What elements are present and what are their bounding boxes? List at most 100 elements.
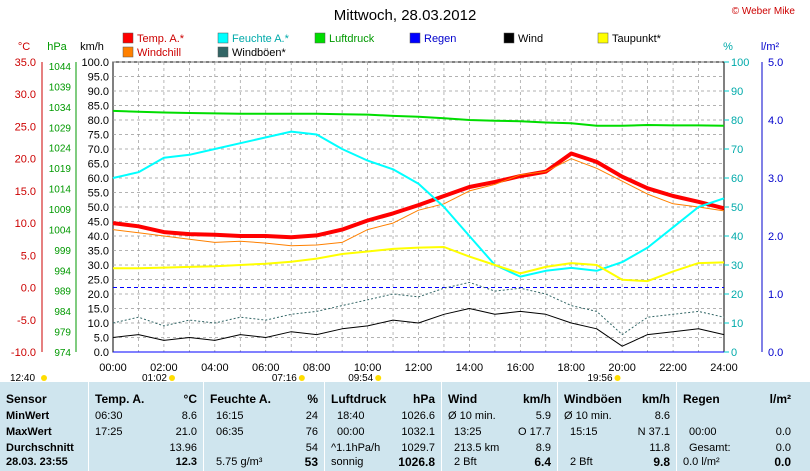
x-tick-label: 14:00 [456, 362, 484, 374]
series-line [112, 151, 725, 240]
axis-unit-unit_wind: km/h [80, 41, 104, 53]
stats-temp-avg: 13.96 [169, 442, 197, 454]
stats-rain-total-label: Gesamt: [689, 442, 731, 454]
stats-gust-max: N 37.1 [637, 426, 670, 438]
stats-hum-head: Feuchte A. [210, 392, 271, 406]
sun-marker-icon [298, 375, 305, 381]
sun-marker-icon [375, 375, 382, 381]
stats-col-pressure: Luftdruck hPa 18:40 1026.6 00:00 1032.1 ^1.… [325, 382, 441, 471]
stats-temp-current: 12.3 [175, 456, 197, 468]
x-tick-label: 20:00 [608, 362, 636, 374]
copyright-label: © Weber Mike [732, 6, 796, 17]
x-tick-label: 10:00 [354, 362, 382, 374]
pressure-tick-label: 989 [54, 287, 71, 298]
humidity-tick-label: 80 [731, 115, 743, 127]
rain-tick-label: 2.0 [768, 231, 783, 243]
wind-tick-label: 80.0 [88, 115, 109, 127]
pressure-tick-label: 999 [54, 246, 71, 257]
sun-time-label: 19:56 [587, 373, 612, 382]
wind-tick-label: 95.0 [88, 72, 109, 84]
stats-press-trend: ^1.1hPa/h [331, 442, 381, 454]
stats-gust-max-time: 15:15 [570, 426, 598, 438]
sun-time-label: 12:40 [10, 373, 35, 382]
stats-press-min-time: 18:40 [337, 410, 365, 422]
temp-tick-label: 35.0 [15, 57, 36, 69]
rain-tick-label: 0.0 [768, 347, 783, 359]
chart-plot-area [112, 109, 725, 353]
stats-rain-max: 0.0 [775, 426, 791, 438]
humidity-tick-label: 50 [731, 202, 743, 214]
temp-tick-label: 15.0 [15, 186, 36, 198]
stats-rain-total: 0.0 [775, 442, 791, 454]
wind-tick-label: 45.0 [88, 217, 109, 229]
pressure-tick-label: 1014 [49, 185, 72, 196]
stats-durchschnitt-label: Durchschnitt [6, 442, 74, 454]
pressure-tick-label: 1039 [49, 82, 72, 93]
stats-gust-head: Windböen [564, 392, 622, 406]
stats-gust-unit: km/h [641, 392, 670, 406]
rain-tick-label: 3.0 [768, 173, 783, 185]
pressure-tick-label: 979 [54, 328, 71, 339]
stats-press-avg: 1029.7 [401, 442, 435, 454]
sun-marker-icon [41, 375, 47, 381]
legend-label: Luftdruck [329, 33, 375, 45]
stats-col-sensor: Sensor MinWert MaxWert Durchschnitt 28.0… [0, 382, 88, 471]
wind-tick-label: 90.0 [88, 86, 109, 98]
pressure-tick-label: 1009 [49, 205, 72, 216]
rain-tick-label: 4.0 [768, 115, 783, 127]
stats-sensor-head: Sensor [6, 392, 47, 406]
stats-rain-unit: l/m² [769, 392, 791, 406]
pressure-tick-label: 1019 [49, 164, 72, 175]
stats-gust-current: 9.8 [653, 455, 670, 469]
stats-gust-avg-label: Ø 10 min. [564, 410, 612, 422]
stats-wind-unit: km/h [522, 392, 551, 406]
stats-hum-min: 24 [305, 410, 318, 422]
wind-tick-label: 5.0 [94, 333, 109, 345]
stats-hum-avg: 54 [305, 442, 318, 454]
legend-label: Windböen* [232, 47, 287, 59]
pressure-tick-label: 1004 [49, 225, 72, 236]
pressure-tick-label: 1044 [49, 62, 72, 73]
pressure-tick-label: 974 [54, 348, 71, 359]
wind-tick-label: 100.0 [81, 57, 109, 69]
stats-press-forecast: sonnig [331, 456, 364, 468]
pressure-tick-label: 1034 [49, 103, 72, 114]
wind-tick-label: 40.0 [88, 231, 109, 243]
wind-tick-label: 15.0 [88, 304, 109, 316]
chart-axes: °C hPa km/h% l/m² 35.0 30.0 25.0 20.0 15.0 10.0 5.… [10, 41, 783, 382]
stats-gust-avg: 11.8 [649, 442, 670, 454]
legend-label: Windchill [137, 47, 181, 59]
wind-tick-label: 0.0 [94, 347, 109, 359]
wind-tick-label: 85.0 [88, 101, 109, 113]
humidity-tick-label: 90 [731, 86, 743, 98]
chart-legend: Temp. A.* Feuchte A.* Luftdruck Regen Wind Ta… [122, 32, 662, 59]
wind-tick-label: 20.0 [88, 289, 109, 301]
stats-press-max: 1032.1 [401, 426, 435, 438]
legend-swatch [503, 32, 515, 44]
legend-swatch [597, 32, 609, 44]
legend-swatch [217, 46, 229, 58]
stats-temp-head: Temp. A. [95, 392, 145, 406]
stats-temp-max-time: 17:25 [95, 426, 123, 438]
sun-time-label: 07:16 [272, 373, 297, 382]
series-line [112, 281, 725, 336]
stats-wind-max: O 17.7 [517, 426, 551, 438]
temp-tick-label: -5.0 [17, 315, 36, 327]
humidity-tick-label: 40 [731, 231, 743, 243]
chart-title: Mittwoch, 28.03.2012 [334, 7, 477, 24]
stats-gust-avg10: 8.6 [654, 410, 670, 422]
rain-tick-label: 5.0 [768, 57, 783, 69]
stats-press-current: 1026.8 [398, 455, 435, 469]
legend-swatch [314, 32, 326, 44]
axis-unit-unit_press: hPa [47, 41, 67, 53]
pressure-tick-label: 1029 [49, 123, 72, 134]
sun-time-label: 09:54 [348, 373, 373, 382]
x-tick-label: 08:00 [303, 362, 331, 374]
wind-tick-label: 10.0 [88, 318, 109, 330]
humidity-tick-label: 100 [731, 57, 749, 69]
axis-unit-unit_rain: l/m² [761, 41, 780, 53]
x-tick-label: 12:00 [405, 362, 433, 374]
stats-hum-abs: 5.75 g/m³ [216, 456, 263, 468]
temp-tick-label: 30.0 [15, 89, 36, 101]
stats-col-wind: Wind km/h Ø 10 min. 5.9 13:25 O 17.7 213.5 … [442, 382, 557, 471]
